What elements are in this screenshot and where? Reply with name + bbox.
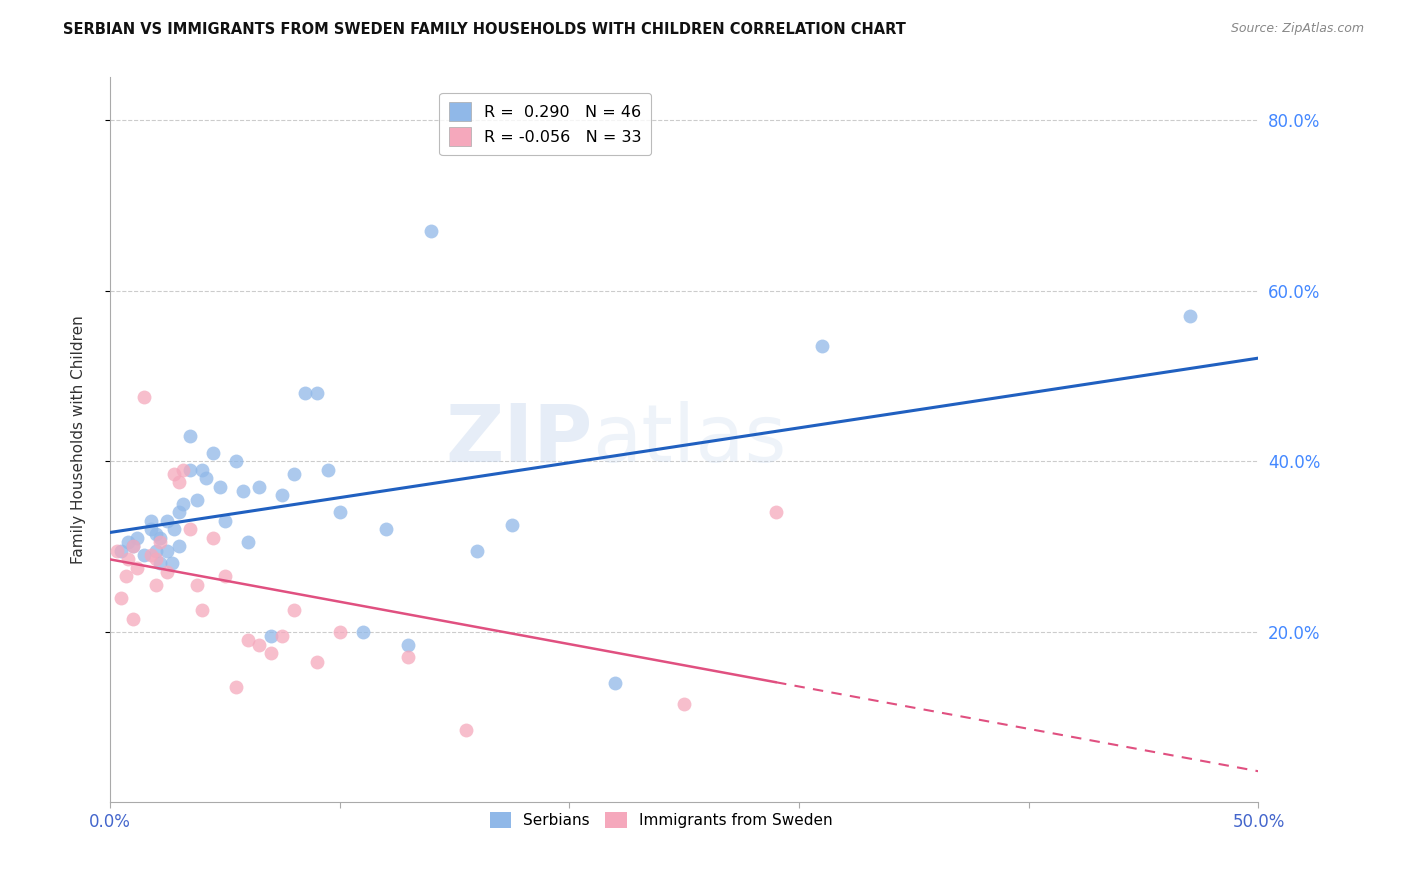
Text: SERBIAN VS IMMIGRANTS FROM SWEDEN FAMILY HOUSEHOLDS WITH CHILDREN CORRELATION CH: SERBIAN VS IMMIGRANTS FROM SWEDEN FAMILY… bbox=[63, 22, 905, 37]
Point bbox=[149, 535, 172, 549]
Legend: Serbians, Immigrants from Sweden: Serbians, Immigrants from Sweden bbox=[484, 806, 838, 835]
Point bbox=[501, 518, 523, 533]
Point bbox=[673, 697, 696, 711]
Point bbox=[121, 540, 143, 554]
Point bbox=[454, 723, 477, 737]
Point bbox=[271, 488, 294, 502]
Point bbox=[167, 540, 190, 554]
Point bbox=[209, 480, 232, 494]
Y-axis label: Family Households with Children: Family Households with Children bbox=[72, 316, 86, 565]
Point bbox=[214, 569, 236, 583]
Point bbox=[186, 578, 208, 592]
Point bbox=[232, 483, 254, 498]
Point bbox=[127, 531, 149, 545]
Point bbox=[247, 638, 270, 652]
Point bbox=[167, 505, 190, 519]
Point bbox=[467, 543, 489, 558]
Point bbox=[398, 650, 420, 665]
Point bbox=[163, 522, 186, 536]
Point bbox=[329, 505, 352, 519]
Point bbox=[134, 548, 156, 562]
Point bbox=[145, 578, 167, 592]
Point bbox=[190, 463, 212, 477]
Point bbox=[214, 514, 236, 528]
Point bbox=[283, 467, 305, 481]
Text: ZIP: ZIP bbox=[446, 401, 592, 479]
Point bbox=[271, 629, 294, 643]
Point bbox=[149, 531, 172, 545]
Point bbox=[172, 497, 194, 511]
Point bbox=[247, 480, 270, 494]
Point bbox=[352, 624, 374, 639]
Point bbox=[160, 557, 183, 571]
Point bbox=[117, 552, 139, 566]
Point bbox=[172, 463, 194, 477]
Point bbox=[283, 603, 305, 617]
Point bbox=[110, 591, 132, 605]
Point bbox=[167, 475, 190, 490]
Point bbox=[190, 603, 212, 617]
Point bbox=[1178, 309, 1201, 323]
Point bbox=[605, 676, 627, 690]
Point bbox=[141, 514, 163, 528]
Point bbox=[141, 522, 163, 536]
Point bbox=[141, 548, 163, 562]
Point bbox=[260, 646, 283, 660]
Point bbox=[163, 467, 186, 481]
Text: atlas: atlas bbox=[592, 401, 786, 479]
Point bbox=[316, 463, 339, 477]
Point bbox=[202, 445, 225, 459]
Point bbox=[294, 386, 316, 401]
Point bbox=[811, 339, 834, 353]
Point bbox=[329, 624, 352, 639]
Point bbox=[225, 454, 247, 468]
Point bbox=[115, 569, 138, 583]
Point bbox=[186, 492, 208, 507]
Point bbox=[195, 471, 218, 485]
Point bbox=[105, 543, 128, 558]
Point bbox=[398, 638, 420, 652]
Point bbox=[765, 505, 787, 519]
Point bbox=[121, 612, 143, 626]
Point bbox=[420, 224, 443, 238]
Point bbox=[149, 557, 172, 571]
Point bbox=[179, 463, 201, 477]
Point bbox=[121, 540, 143, 554]
Point bbox=[156, 514, 179, 528]
Point bbox=[145, 552, 167, 566]
Point bbox=[260, 629, 283, 643]
Point bbox=[145, 543, 167, 558]
Point bbox=[202, 531, 225, 545]
Point bbox=[179, 522, 201, 536]
Point bbox=[236, 535, 259, 549]
Point bbox=[145, 526, 167, 541]
Point bbox=[236, 633, 259, 648]
Point bbox=[374, 522, 396, 536]
Point bbox=[156, 543, 179, 558]
Text: Source: ZipAtlas.com: Source: ZipAtlas.com bbox=[1230, 22, 1364, 36]
Point bbox=[305, 386, 328, 401]
Point bbox=[305, 655, 328, 669]
Point bbox=[156, 565, 179, 579]
Point bbox=[179, 428, 201, 442]
Point bbox=[225, 680, 247, 694]
Point bbox=[127, 561, 149, 575]
Point bbox=[134, 390, 156, 404]
Point bbox=[117, 535, 139, 549]
Point bbox=[110, 543, 132, 558]
